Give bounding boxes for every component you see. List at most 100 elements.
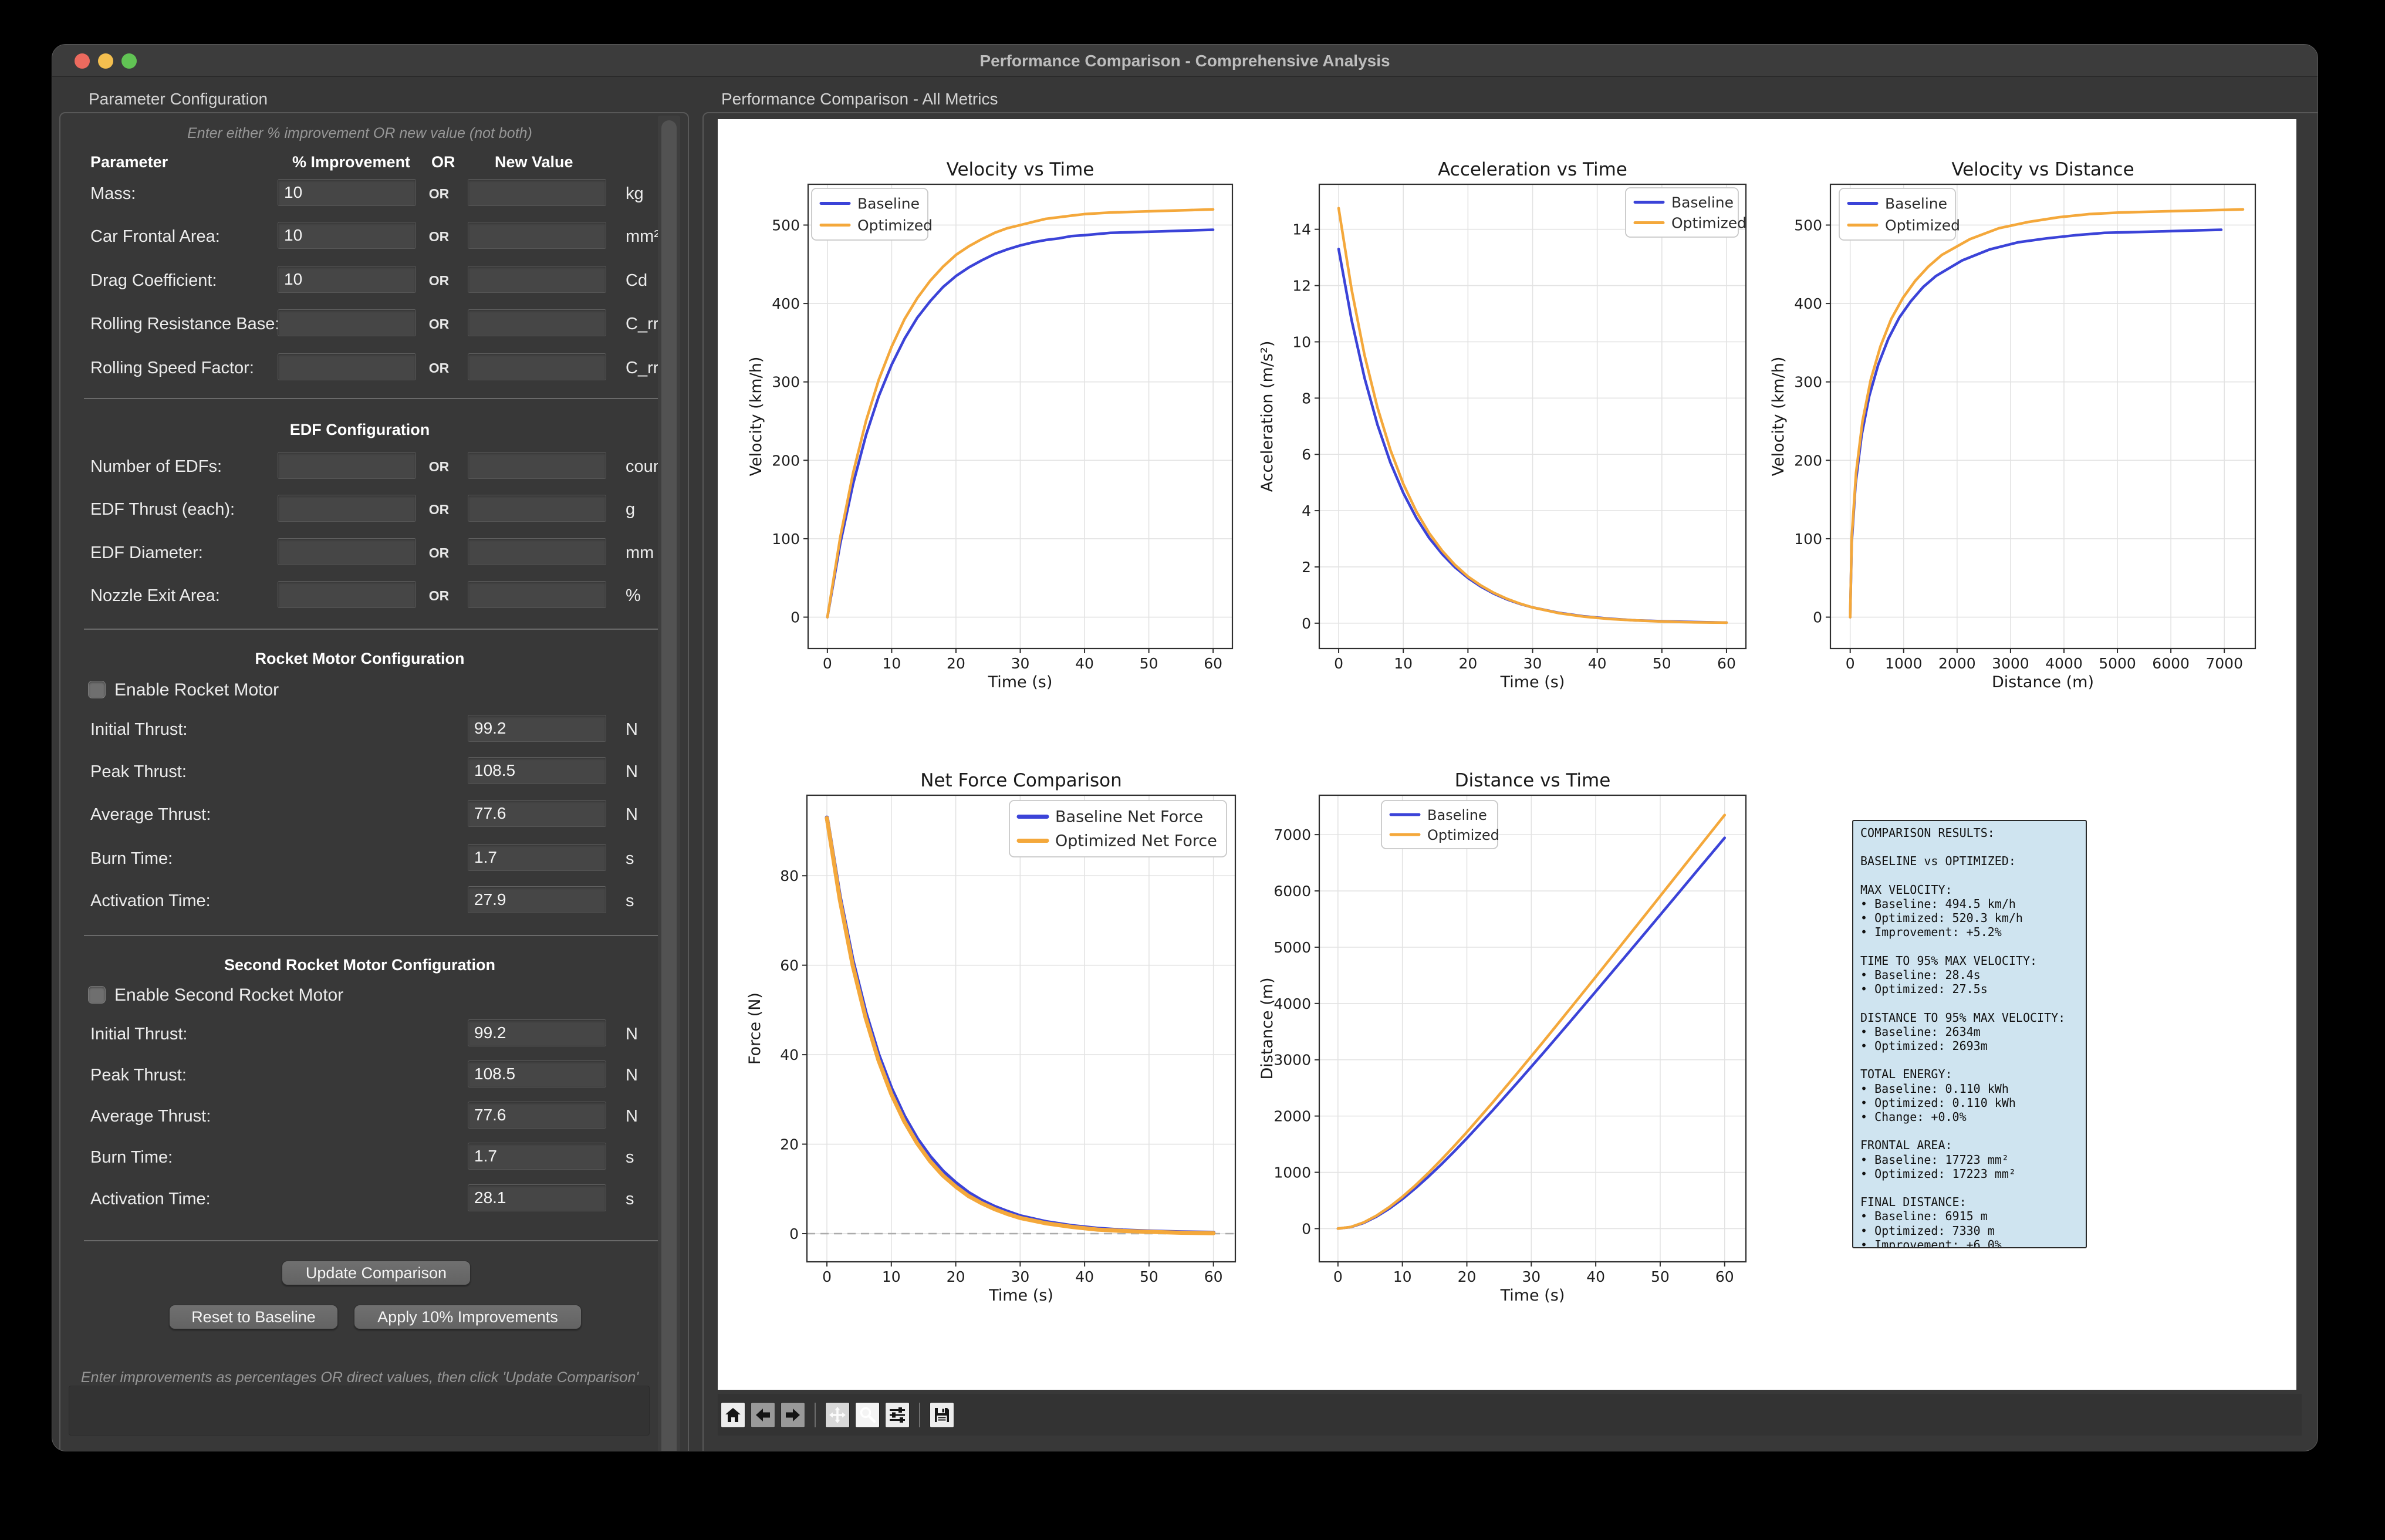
nozzle-newvalue-input[interactable] [468, 581, 606, 608]
svg-text:0: 0 [789, 1225, 799, 1242]
edf-thrust-newvalue-input[interactable] [468, 495, 606, 522]
drag-newvalue-input[interactable] [468, 266, 606, 293]
r1-avg-input[interactable] [468, 800, 606, 827]
subplots-icon[interactable] [885, 1401, 910, 1428]
r1-peak-input[interactable] [468, 757, 606, 784]
edf-thrust-improvement-input[interactable] [278, 495, 416, 522]
edf-diameter-improvement-input[interactable] [278, 538, 416, 565]
svg-text:0: 0 [1302, 1220, 1311, 1237]
svg-text:10: 10 [882, 1268, 901, 1285]
back-icon[interactable] [751, 1401, 775, 1428]
svg-text:100: 100 [1794, 531, 1822, 548]
frontal-area-improvement-input[interactable] [278, 222, 416, 249]
svg-text:Force (N): Force (N) [746, 992, 764, 1065]
r2-avg-label: Average Thrust: [90, 1107, 211, 1126]
zoom-window-button[interactable] [121, 53, 137, 69]
svg-text:50: 50 [1653, 655, 1671, 672]
svg-text:Velocity (km/h): Velocity (km/h) [747, 357, 765, 477]
mass-newvalue-input[interactable] [468, 179, 606, 206]
enable-rocket-checkbox[interactable] [88, 681, 106, 698]
r1-initial-input[interactable] [468, 715, 606, 742]
or-label: OR [428, 360, 450, 376]
rr-speed-newvalue-input[interactable] [468, 353, 606, 380]
unit-n: N [626, 762, 638, 781]
r2-initial-input[interactable] [468, 1019, 606, 1046]
col-header-parameter: Parameter [90, 153, 168, 171]
home-icon[interactable] [721, 1401, 745, 1428]
or-label: OR [428, 273, 450, 288]
r1-initial-label: Initial Thrust: [90, 720, 188, 739]
svg-text:50: 50 [1140, 655, 1158, 672]
toolbar-separator [815, 1402, 816, 1427]
frontal-area-newvalue-input[interactable] [468, 222, 606, 249]
update-comparison-button[interactable]: Update Comparison [282, 1261, 471, 1285]
svg-text:0: 0 [1813, 609, 1822, 626]
plots-panel: 0 10 20 30 40 50 60 0 100 200 300 400 500 Velocity vs… [702, 112, 2318, 1451]
edf-label-thrust: EDF Thrust (each): [90, 500, 235, 519]
svg-text:20: 20 [1458, 1268, 1477, 1285]
svg-text:30: 30 [1011, 655, 1030, 672]
svg-text:10: 10 [1292, 333, 1311, 350]
col-header-or: OR [431, 153, 455, 171]
matplotlib-toolbar [718, 1394, 2302, 1436]
pan-icon[interactable] [825, 1401, 850, 1428]
edf-diameter-newvalue-input[interactable] [468, 538, 606, 565]
or-label: OR [428, 316, 450, 332]
svg-text:Baseline: Baseline [857, 195, 920, 212]
svg-text:40: 40 [1075, 1268, 1094, 1285]
svg-text:Velocity vs Time: Velocity vs Time [947, 159, 1094, 180]
zoom-icon[interactable] [855, 1401, 880, 1428]
svg-text:500: 500 [772, 217, 800, 234]
r2-activation-input[interactable] [468, 1184, 606, 1211]
svg-text:Time (s): Time (s) [1500, 673, 1565, 691]
drag-improvement-input[interactable] [278, 266, 416, 293]
r2-burn-input[interactable] [468, 1143, 606, 1170]
enable-rocket2-checkbox[interactable] [88, 986, 106, 1004]
param-label-drag: Drag Coefficient: [90, 271, 217, 290]
edf-label-count: Number of EDFs: [90, 457, 222, 476]
mass-improvement-input[interactable] [278, 179, 416, 206]
top-hint: Enter either % improvement OR new value … [187, 125, 532, 141]
close-button[interactable] [75, 53, 90, 69]
svg-text:10: 10 [883, 655, 901, 672]
svg-text:10: 10 [1394, 655, 1413, 672]
unit-n: N [626, 720, 638, 739]
svg-text:8: 8 [1302, 390, 1311, 407]
r1-peak-label: Peak Thrust: [90, 762, 187, 781]
svg-text:60: 60 [1204, 1268, 1223, 1285]
r2-peak-input[interactable] [468, 1061, 606, 1088]
rr-base-newvalue-input[interactable] [468, 309, 606, 336]
edf-count-improvement-input[interactable] [278, 452, 416, 479]
figure-canvas[interactable]: 0 10 20 30 40 50 60 0 100 200 300 400 500 Velocity vs… [718, 119, 2296, 1390]
rr-speed-improvement-input[interactable] [278, 353, 416, 380]
minimize-button[interactable] [98, 53, 113, 69]
param-label-rr-base: Rolling Resistance Base: [90, 315, 280, 333]
rocket-section-title: Rocket Motor Configuration [255, 650, 465, 667]
reset-baseline-button[interactable]: Reset to Baseline [169, 1305, 338, 1329]
scrollbar-thumb[interactable] [661, 120, 677, 1451]
forward-icon[interactable] [781, 1401, 805, 1428]
svg-text:6000: 6000 [2152, 655, 2190, 672]
save-icon[interactable] [930, 1401, 954, 1428]
apply-improvements-button[interactable]: Apply 10% Improvements [354, 1305, 582, 1329]
r1-burn-input[interactable] [468, 844, 606, 871]
svg-text:Optimized Net Force: Optimized Net Force [1055, 832, 1217, 850]
svg-text:Velocity (km/h): Velocity (km/h) [1769, 357, 1788, 477]
svg-text:Distance vs Time: Distance vs Time [1455, 770, 1611, 791]
svg-text:300: 300 [772, 374, 800, 391]
scrollbar[interactable] [658, 116, 680, 1451]
svg-text:2000: 2000 [1938, 655, 1976, 672]
unit-s: s [626, 1148, 634, 1167]
edf-count-newvalue-input[interactable] [468, 452, 606, 479]
svg-text:Baseline: Baseline [1671, 194, 1734, 211]
svg-text:Time (s): Time (s) [1500, 1286, 1565, 1305]
unit-mm: mm [626, 543, 654, 562]
r2-avg-input[interactable] [468, 1102, 606, 1129]
svg-text:60: 60 [1715, 1268, 1734, 1285]
rr-base-improvement-input[interactable] [278, 309, 416, 336]
r1-activation-input[interactable] [468, 886, 606, 913]
nozzle-improvement-input[interactable] [278, 581, 416, 608]
or-label: OR [428, 588, 450, 603]
svg-text:Distance (m): Distance (m) [1258, 977, 1276, 1079]
